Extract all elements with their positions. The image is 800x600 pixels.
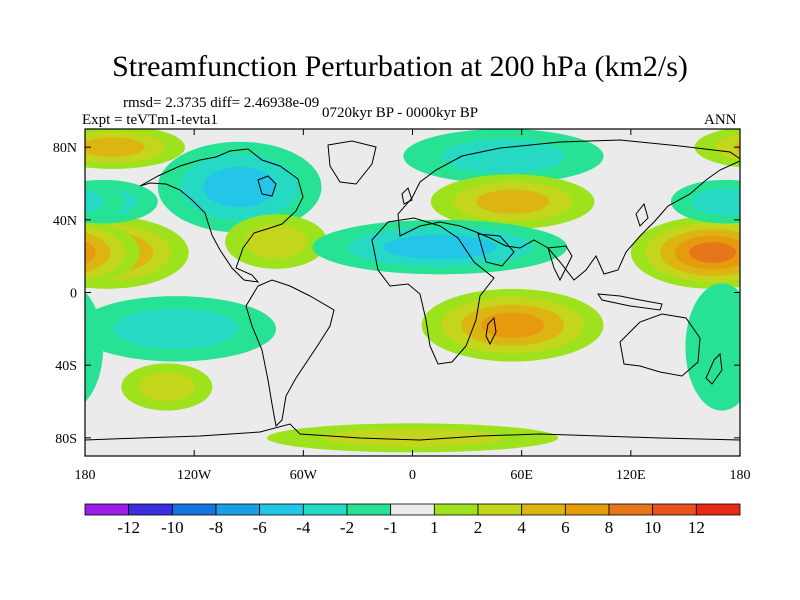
coastline-antarctica <box>85 423 740 441</box>
colorbar-swatch <box>652 503 697 516</box>
colorbar-swatch <box>564 503 610 516</box>
contour-level-wrap <box>85 180 126 223</box>
colorbar-swatch <box>477 503 523 516</box>
anomaly-tasman-low <box>85 283 740 411</box>
colorbar-label: -12 <box>117 518 140 537</box>
contour-level <box>114 308 238 349</box>
lon-tick-label: 60E <box>510 468 533 483</box>
lon-tick-label: 120W <box>177 468 212 483</box>
anomaly-caribbean-high <box>225 214 327 269</box>
lon-tick-label: 60W <box>290 468 318 483</box>
colorbar-swatch <box>171 503 217 516</box>
lat-tick-label: 40N <box>53 214 77 229</box>
contour-level-wrap <box>85 240 96 265</box>
coastline-madagascar <box>485 316 497 346</box>
coastline-north-america <box>139 148 304 283</box>
anomaly-n-atlantic-canada-low <box>157 141 322 233</box>
period-label: 0720kyr BP - 0000kyr BP <box>322 105 479 121</box>
colorbar-swatch <box>346 503 392 516</box>
colorbar-swatch <box>84 503 130 516</box>
contour-level-wrap <box>85 189 105 214</box>
contour-level <box>480 312 545 338</box>
colorbar-swatch <box>695 503 741 516</box>
colorbar-swatch <box>521 503 566 516</box>
contour-level-wrap <box>769 309 800 349</box>
coastline-greenland <box>327 140 377 185</box>
colorbar-swatch <box>215 503 261 516</box>
contour-level-wrap <box>730 315 740 343</box>
lat-tick-label: 40S <box>55 359 77 374</box>
coastline-layer <box>85 139 740 441</box>
colorbar-label: 1 <box>430 518 439 537</box>
lat-tick-label: 0 <box>70 287 77 302</box>
season-label: ANN <box>704 112 737 128</box>
colorbar-label: 2 <box>474 518 483 537</box>
lon-tick-label: 0 <box>409 468 416 483</box>
coastline-eurasia <box>397 139 740 281</box>
colorbar-label: -6 <box>253 518 267 537</box>
contour-level <box>203 166 277 208</box>
contour-level <box>322 428 503 447</box>
colorbar-label: -1 <box>384 518 398 537</box>
colorbar-swatch <box>433 503 479 516</box>
colorbar-label: 6 <box>561 518 570 537</box>
coastline-south-america <box>245 279 335 428</box>
coastline-india <box>547 245 573 282</box>
contour-level <box>138 372 195 402</box>
stats-text: rmsd= 2.3735 diff= 2.46938e-09 <box>123 95 320 111</box>
contour-level-wrap <box>733 244 740 261</box>
field-layer <box>34 129 800 453</box>
colorbar-label: 12 <box>688 518 705 537</box>
contour-level <box>476 189 549 214</box>
map-title: Streamfunction Perturbation at 200 hPa (… <box>112 50 688 83</box>
colorbar-label: 8 <box>605 518 614 537</box>
colorbar-swatch <box>128 503 173 516</box>
lat-tick-label: 80N <box>53 141 77 156</box>
colorbar-label: -4 <box>296 518 311 537</box>
anomaly-s-africa-high <box>421 288 604 362</box>
colorbar-label: 10 <box>644 518 661 537</box>
contour-level <box>685 283 740 411</box>
colorbar-swatch <box>302 503 348 516</box>
contour-level <box>691 188 740 216</box>
coastline-australia <box>619 313 701 377</box>
coastline-hudson-bay <box>257 175 277 197</box>
lon-tick-label: 180 <box>75 468 96 483</box>
colorbar-swatch <box>259 503 304 516</box>
experiment-label: Expt = teVTm1-tevta1 <box>82 112 218 128</box>
coastline-africa <box>371 217 495 365</box>
anomaly-arctic-high-w <box>85 129 740 169</box>
anomaly-n-africa-low <box>312 219 568 275</box>
contour-level-wrap <box>34 242 81 263</box>
coastline-indonesia <box>597 293 663 311</box>
colorbar-label: -10 <box>161 518 184 537</box>
anomaly-pacific-low-ne <box>85 179 740 224</box>
colorbar-label: -2 <box>340 518 354 537</box>
colorbar-swatch <box>390 503 435 516</box>
coastline-arabia <box>477 233 515 267</box>
contour-level <box>441 139 566 174</box>
colorbar-label: -8 <box>209 518 223 537</box>
coastline-new-zealand <box>705 352 723 385</box>
contour-level <box>85 137 145 157</box>
colorbar-label: 4 <box>517 518 526 537</box>
contour-level-wrap <box>85 291 104 403</box>
contour-level <box>244 224 308 259</box>
contour-level-wrap <box>734 141 740 153</box>
lon-tick-label: 180 <box>730 468 751 483</box>
anomaly-eurasia-high <box>430 174 595 229</box>
contour-level <box>689 242 737 263</box>
colorbar: -12 -10 -8 -6 -4 -2 -1 1 2 4 6 8 10 12 <box>84 503 741 537</box>
anomaly-pacific-high-ne <box>34 216 740 289</box>
anomaly-s-pacific-high <box>121 363 213 411</box>
colorbar-swatch <box>608 503 654 516</box>
lon-tick-label: 120E <box>616 468 646 483</box>
lat-tick-label: 80S <box>55 432 77 447</box>
anomaly-antarctic-high <box>266 423 559 453</box>
coastline-japan <box>635 202 649 227</box>
axis-layer: 80N 40N 0 40S 80S 180 120W 60W 0 60E 120E 180 <box>53 129 751 483</box>
coastline-britain <box>401 187 413 205</box>
contour-level-wrap <box>85 232 111 273</box>
